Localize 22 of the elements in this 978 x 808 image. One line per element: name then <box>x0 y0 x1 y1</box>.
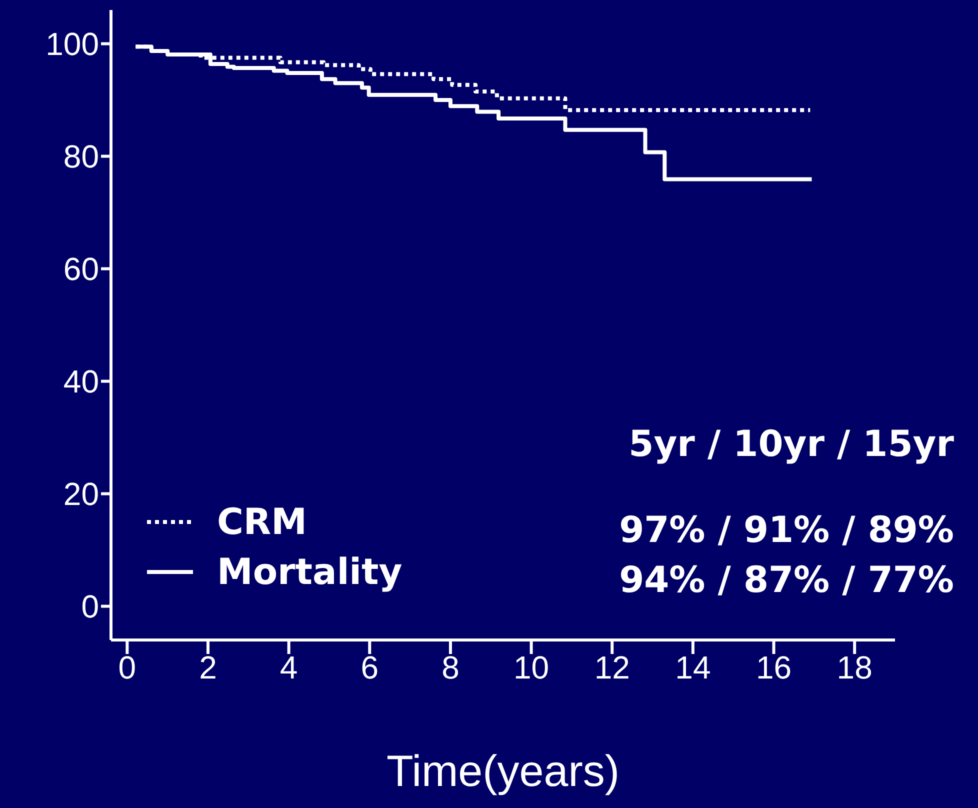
annotation: 5yr / 10yr / 15yr <box>628 423 954 467</box>
y-tick-label: 100 <box>46 26 99 62</box>
x-tick-label: 18 <box>836 650 872 686</box>
annotation: 97% / 91% / 89% <box>619 509 954 553</box>
x-tick-label: 4 <box>280 650 298 686</box>
x-axis-title: Time(years) <box>386 747 620 796</box>
x-tick-label: 6 <box>360 650 379 686</box>
x-tick-label: 8 <box>442 650 460 686</box>
y-tick-label: 80 <box>63 138 99 175</box>
x-tick-label: 12 <box>594 650 630 686</box>
x-tick-label: 0 <box>118 650 136 686</box>
legend-label: CRM <box>217 502 307 542</box>
y-tick-label: 60 <box>63 251 99 288</box>
x-tick-label: 16 <box>756 650 792 686</box>
annotation: 94% / 87% / 77% <box>619 559 954 603</box>
x-tick-label: 10 <box>513 650 550 686</box>
x-tick-label: 2 <box>199 650 217 686</box>
y-tick-label: 20 <box>63 476 99 512</box>
legend-label: Mortality <box>217 552 402 592</box>
x-tick-label: 14 <box>675 650 711 686</box>
y-tick-label: 0 <box>81 588 99 625</box>
y-tick-label: 40 <box>63 364 99 400</box>
